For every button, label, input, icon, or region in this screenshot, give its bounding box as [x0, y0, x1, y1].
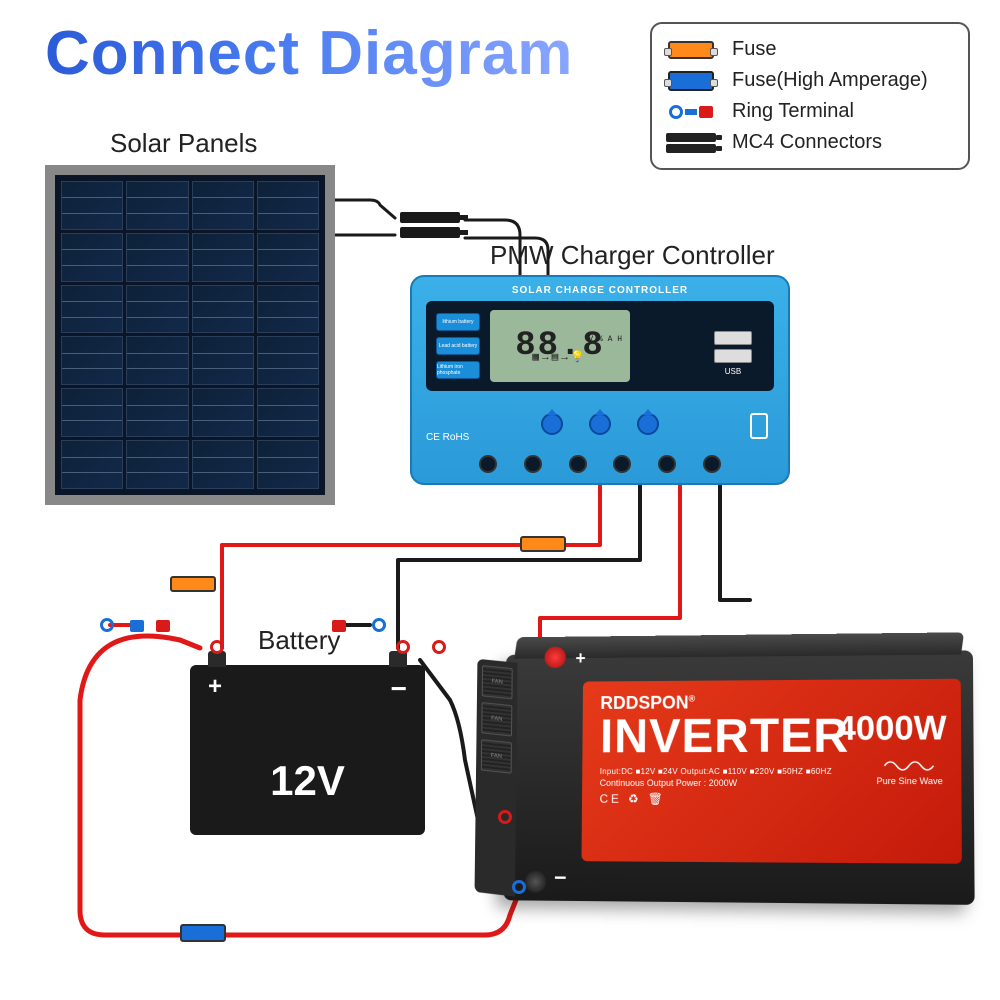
mode-lifepo4: Lithium iron phosphate: [436, 361, 480, 379]
legend-ring: Ring Terminal: [664, 96, 952, 127]
diagram-title: Connect Diagram: [45, 18, 573, 89]
controller-cert: CE RoHS: [426, 432, 774, 443]
battery: + − 12V: [190, 665, 425, 835]
inverter-side: FAN FAN FAN: [475, 659, 518, 897]
inverter-wattage: 4000W: [837, 709, 947, 749]
inverter-certs: CE ♻ 🗑: [600, 792, 943, 807]
terminal-sleeve-icon: [130, 620, 144, 632]
plus-icon: +: [208, 673, 222, 701]
controller-mode-buttons: lithium battery Lead acid battery Lithiu…: [436, 313, 480, 379]
fan-icon: FAN: [481, 702, 512, 736]
controller-header: SOLAR CHARGE CONTROLLER: [512, 285, 688, 296]
minus-icon: −: [391, 673, 407, 705]
inverter-terminal-neg: [525, 871, 547, 893]
inverter-sine: Pure Sine Wave: [876, 758, 942, 786]
terminal-icon: [524, 455, 542, 473]
fan-icon: FAN: [481, 739, 512, 774]
legend-ring-label: Ring Terminal: [732, 100, 854, 123]
legend-fuse-high: Fuse(High Amperage): [664, 65, 952, 96]
wire-ctrl-to-bat-neg-black: [398, 485, 640, 648]
charge-controller: SOLAR CHARGE CONTROLLER lithium battery …: [410, 275, 790, 485]
inverter: FAN FAN FAN + − RDDSPON® INVERTER 4000W …: [503, 650, 974, 904]
ring-terminal-icon: [396, 640, 410, 654]
terminal-sleeve-icon: [156, 620, 170, 632]
battery-voltage: 12V: [270, 757, 345, 805]
fuse-high-icon: [180, 924, 226, 942]
terminal-icon: [569, 455, 587, 473]
minus-icon: −: [554, 865, 567, 891]
controller-terminals: [412, 455, 788, 473]
legend-fuse-high-label: Fuse(High Amperage): [732, 69, 928, 92]
fuse-icon: [664, 39, 718, 61]
inverter-terminal-pos: [544, 647, 565, 669]
wire-ctrl-to-inv-neg-black: [720, 485, 750, 600]
terminal-icon: [703, 455, 721, 473]
ring-terminal-icon: [372, 618, 386, 632]
legend-mc4-label: MC4 Connectors: [732, 131, 882, 154]
ring-terminal-icon: [498, 810, 512, 824]
fan-icon: FAN: [482, 665, 513, 699]
plus-icon: +: [575, 648, 585, 669]
legend-fuse-label: Fuse: [732, 38, 776, 61]
lcd-icons: ▦→▤→💡: [532, 350, 587, 364]
wire-ctrl-to-bat-pos-red: [222, 485, 600, 648]
solar-panel: [45, 165, 335, 505]
mode-leadacid: Lead acid battery: [436, 337, 480, 355]
wire-panel-to-mc4-top: [335, 200, 395, 218]
battery-label: Battery: [258, 625, 340, 656]
terminal-icon: [613, 455, 631, 473]
lcd-units: V % A H: [588, 335, 622, 344]
ring-terminal-icon: [210, 640, 224, 654]
fuse-icon: [520, 536, 566, 552]
controller-lcd: 88.8 V % A H ▦→▤→💡: [490, 310, 630, 382]
terminal-icon: [479, 455, 497, 473]
ring-terminal-icon: [432, 640, 446, 654]
terminal-sleeve-icon: [332, 620, 346, 632]
usb-port-icon: [714, 331, 752, 345]
mc4-icon: [664, 132, 718, 154]
legend-fuse: Fuse: [664, 34, 952, 65]
ring-terminal-icon: [664, 101, 718, 123]
mode-lithium: lithium battery: [436, 313, 480, 331]
inverter-faceplate: RDDSPON® INVERTER 4000W Pure Sine Wave I…: [582, 679, 962, 864]
terminal-icon: [658, 455, 676, 473]
controller-face: lithium battery Lead acid battery Lithiu…: [426, 301, 774, 391]
legend-mc4: MC4 Connectors: [664, 127, 952, 158]
fuse-high-icon: [664, 70, 718, 92]
legend-box: Fuse Fuse(High Amperage) Ring Terminal M…: [650, 22, 970, 170]
mc4-connector-icon: [400, 212, 460, 238]
usb-label: USB: [725, 367, 741, 376]
sine-wave-icon: [884, 758, 935, 774]
controller-label: PMW Charger Controller: [490, 240, 775, 271]
controller-usb: USB: [714, 331, 752, 376]
ring-terminal-icon: [100, 618, 114, 632]
wire-ctrl-to-inv-pos-red: [540, 485, 680, 650]
fuse-icon: [170, 576, 216, 592]
solar-panels-label: Solar Panels: [110, 128, 257, 159]
usb-port-icon: [714, 349, 752, 363]
ring-terminal-icon: [512, 880, 526, 894]
